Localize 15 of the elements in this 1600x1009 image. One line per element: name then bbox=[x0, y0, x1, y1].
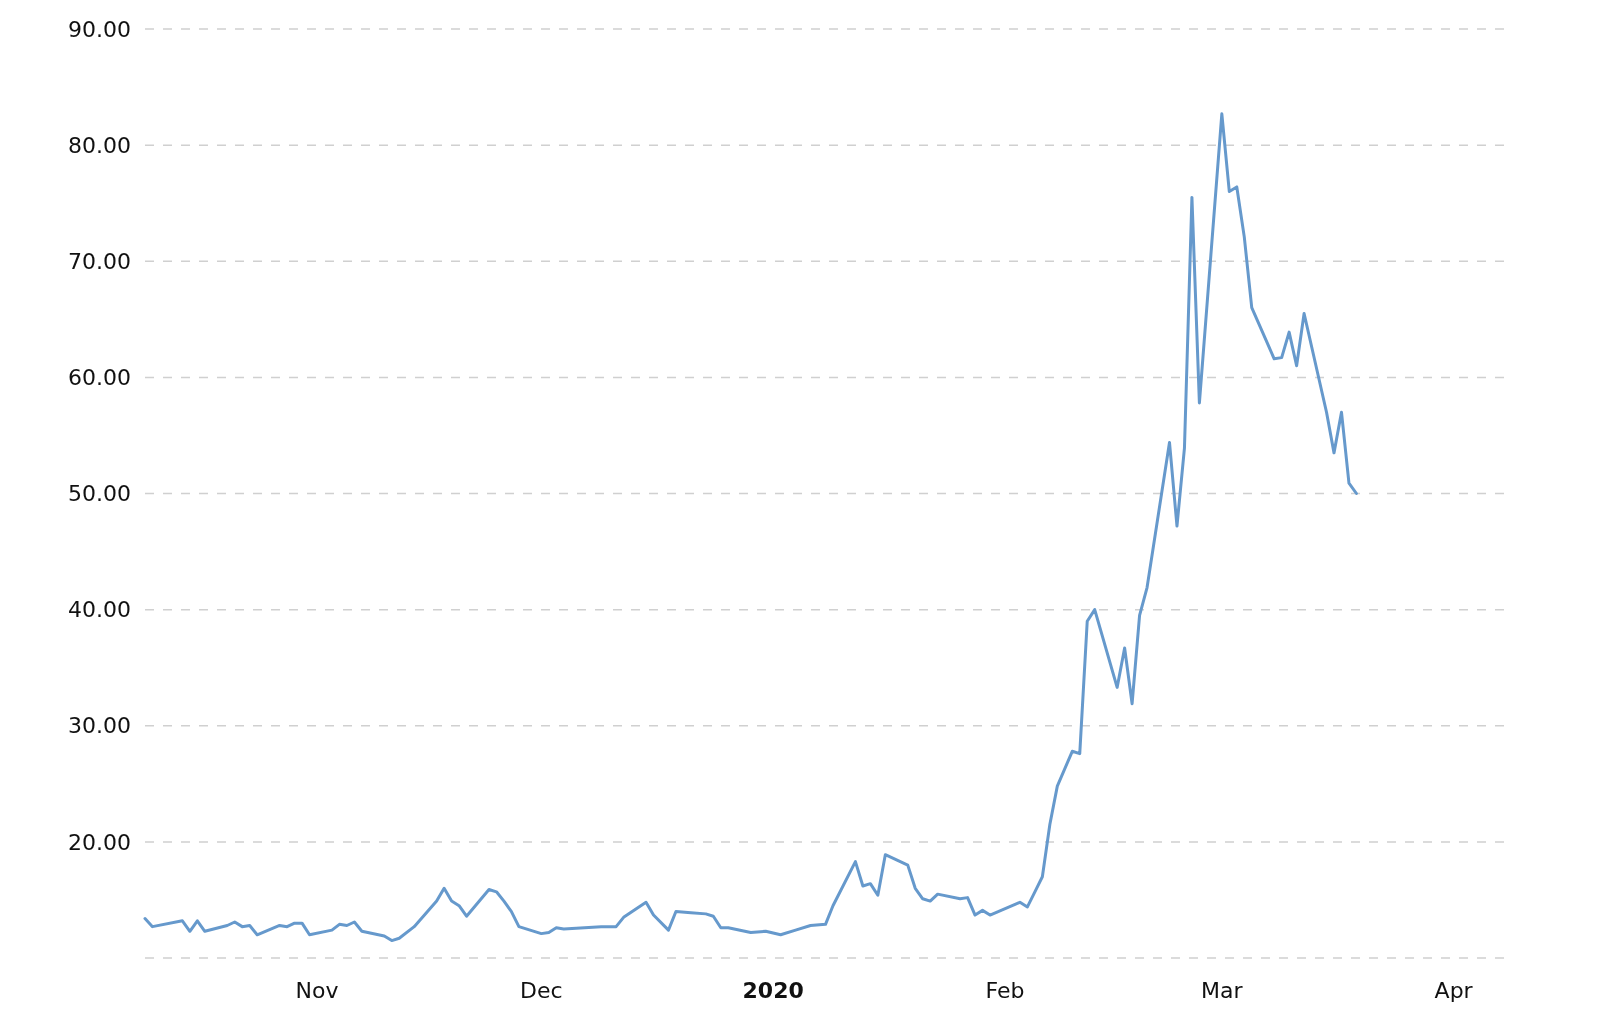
x-tick-label: Dec bbox=[520, 978, 563, 1003]
y-tick-label: 80.00 bbox=[68, 132, 131, 158]
y-tick-label: 90.00 bbox=[68, 16, 131, 42]
x-tick-label: Mar bbox=[1201, 978, 1244, 1003]
x-tick-label: Nov bbox=[295, 978, 339, 1003]
y-tick-label: 60.00 bbox=[68, 365, 131, 391]
y-tick-label: 40.00 bbox=[68, 597, 131, 623]
x-tick-label: Feb bbox=[985, 978, 1025, 1003]
y-tick-label: 30.00 bbox=[68, 713, 131, 739]
y-tick-label: 50.00 bbox=[68, 481, 131, 507]
x-tick-label: Apr bbox=[1434, 978, 1474, 1003]
line-series bbox=[143, 112, 1358, 943]
y-tick-label: 70.00 bbox=[68, 248, 131, 274]
x-tick-label: 2020 bbox=[742, 978, 804, 1003]
y-tick-label: 20.00 bbox=[68, 829, 131, 855]
